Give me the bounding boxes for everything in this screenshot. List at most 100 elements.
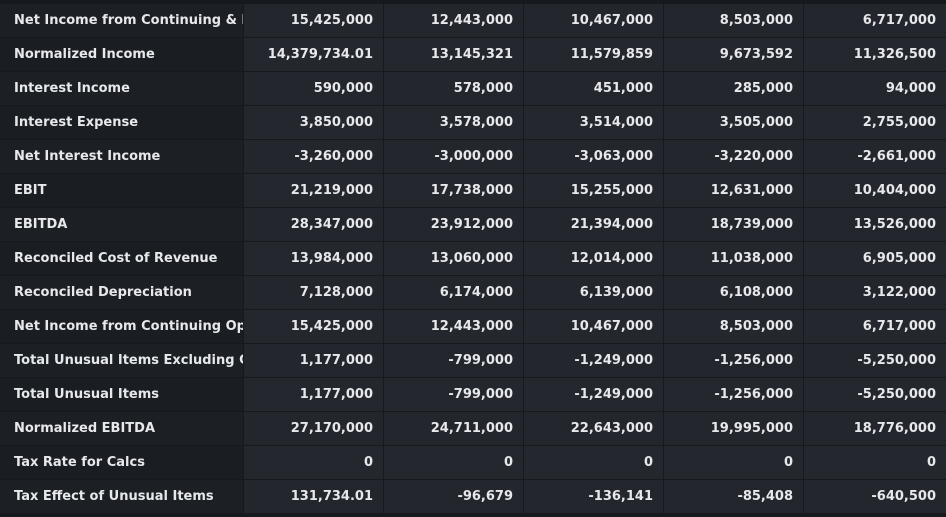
row-label: Interest Expense xyxy=(0,106,244,139)
value-cell: 12,443,000 xyxy=(384,310,524,343)
value-cell: 13,145,321 xyxy=(384,38,524,71)
value-cell: -96,679 xyxy=(384,480,524,513)
value-cell: 9,673,592 xyxy=(664,38,804,71)
value-cell: -85,408 xyxy=(664,480,804,513)
row-label: Reconciled Cost of Revenue xyxy=(0,242,244,275)
value-cell: 11,038,000 xyxy=(664,242,804,275)
value-cell: -1,256,000 xyxy=(664,378,804,411)
value-cell: 7,128,000 xyxy=(244,276,384,309)
value-cell: 3,122,000 xyxy=(804,276,946,309)
row-label: Net Interest Income xyxy=(0,140,244,173)
row-label: EBITDA xyxy=(0,208,244,241)
value-cell: 14,379,734.01 xyxy=(244,38,384,71)
value-cell: 0 xyxy=(384,446,524,479)
value-cell: 15,255,000 xyxy=(524,174,664,207)
value-cell: 15,425,000 xyxy=(244,310,384,343)
value-cell: 18,739,000 xyxy=(664,208,804,241)
value-cell: 3,850,000 xyxy=(244,106,384,139)
value-cell: 6,905,000 xyxy=(804,242,946,275)
table-row: Tax Rate for Calcs 0 0 0 0 0 xyxy=(0,446,946,480)
value-cell: 131,734.01 xyxy=(244,480,384,513)
value-cell: -799,000 xyxy=(384,378,524,411)
table-row: Reconciled Cost of Revenue 13,984,000 13,0… xyxy=(0,242,946,276)
table-row: Total Unusual Items 1,177,000 -799,000 -1,2… xyxy=(0,378,946,412)
value-cell: 18,776,000 xyxy=(804,412,946,445)
row-label: Tax Rate for Calcs xyxy=(0,446,244,479)
value-cell: 19,995,000 xyxy=(664,412,804,445)
value-cell: 10,404,000 xyxy=(804,174,946,207)
value-cell: 12,443,000 xyxy=(384,4,524,37)
value-cell: 590,000 xyxy=(244,72,384,105)
value-cell: -5,250,000 xyxy=(804,344,946,377)
value-cell: 21,219,000 xyxy=(244,174,384,207)
value-cell: 0 xyxy=(664,446,804,479)
value-cell: -2,661,000 xyxy=(804,140,946,173)
value-cell: -1,249,000 xyxy=(524,378,664,411)
value-cell: 13,984,000 xyxy=(244,242,384,275)
row-label: Normalized Income xyxy=(0,38,244,71)
row-label: EBIT xyxy=(0,174,244,207)
value-cell: 22,643,000 xyxy=(524,412,664,445)
value-cell: 451,000 xyxy=(524,72,664,105)
value-cell: -3,063,000 xyxy=(524,140,664,173)
value-cell: 12,014,000 xyxy=(524,242,664,275)
row-label: Interest Income xyxy=(0,72,244,105)
value-cell: 28,347,000 xyxy=(244,208,384,241)
value-cell: 0 xyxy=(244,446,384,479)
value-cell: -5,250,000 xyxy=(804,378,946,411)
value-cell: 0 xyxy=(804,446,946,479)
value-cell: -3,260,000 xyxy=(244,140,384,173)
value-cell: -799,000 xyxy=(384,344,524,377)
value-cell: 23,912,000 xyxy=(384,208,524,241)
row-label: Total Unusual Items xyxy=(0,378,244,411)
row-label: Total Unusual Items Excluding G... xyxy=(0,344,244,377)
value-cell: 17,738,000 xyxy=(384,174,524,207)
value-cell: 11,326,500 xyxy=(804,38,946,71)
table-row: EBIT 21,219,000 17,738,000 15,255,000 12,631… xyxy=(0,174,946,208)
table-row: Net Income from Continuing & D... 15,425,… xyxy=(0,4,946,38)
table-row: Interest Expense 3,850,000 3,578,000 3,514,… xyxy=(0,106,946,140)
value-cell: -1,256,000 xyxy=(664,344,804,377)
value-cell: 6,174,000 xyxy=(384,276,524,309)
table-row: Normalized Income 14,379,734.01 13,145,321… xyxy=(0,38,946,72)
table-row: Tax Effect of Unusual Items 131,734.01 -96… xyxy=(0,480,946,514)
value-cell: 578,000 xyxy=(384,72,524,105)
value-cell: 94,000 xyxy=(804,72,946,105)
value-cell: 285,000 xyxy=(664,72,804,105)
financial-data-table: Net Income from Continuing & D... 15,425,… xyxy=(0,4,946,514)
value-cell: 13,526,000 xyxy=(804,208,946,241)
value-cell: 27,170,000 xyxy=(244,412,384,445)
row-label: Reconciled Depreciation xyxy=(0,276,244,309)
value-cell: 1,177,000 xyxy=(244,378,384,411)
value-cell: 21,394,000 xyxy=(524,208,664,241)
value-cell: 6,139,000 xyxy=(524,276,664,309)
value-cell: -3,000,000 xyxy=(384,140,524,173)
table-row: Interest Income 590,000 578,000 451,000 285,… xyxy=(0,72,946,106)
value-cell: 3,505,000 xyxy=(664,106,804,139)
row-label: Net Income from Continuing Op... xyxy=(0,310,244,343)
row-label: Net Income from Continuing & D... xyxy=(0,4,244,37)
value-cell: -3,220,000 xyxy=(664,140,804,173)
table-row: Net Income from Continuing Op... 15,425,0… xyxy=(0,310,946,344)
value-cell: -136,141 xyxy=(524,480,664,513)
value-cell: 10,467,000 xyxy=(524,310,664,343)
value-cell: 6,717,000 xyxy=(804,4,946,37)
value-cell: 24,711,000 xyxy=(384,412,524,445)
value-cell: 6,108,000 xyxy=(664,276,804,309)
value-cell: -640,500 xyxy=(804,480,946,513)
row-label: Normalized EBITDA xyxy=(0,412,244,445)
table-row: Normalized EBITDA 27,170,000 24,711,000 22,… xyxy=(0,412,946,446)
value-cell: 6,717,000 xyxy=(804,310,946,343)
table-row: Total Unusual Items Excluding G... 1,177,… xyxy=(0,344,946,378)
value-cell: 2,755,000 xyxy=(804,106,946,139)
value-cell: 8,503,000 xyxy=(664,310,804,343)
table-row: EBITDA 28,347,000 23,912,000 21,394,000 18,7… xyxy=(0,208,946,242)
value-cell: 13,060,000 xyxy=(384,242,524,275)
value-cell: 8,503,000 xyxy=(664,4,804,37)
value-cell: -1,249,000 xyxy=(524,344,664,377)
value-cell: 1,177,000 xyxy=(244,344,384,377)
value-cell: 3,578,000 xyxy=(384,106,524,139)
value-cell: 11,579,859 xyxy=(524,38,664,71)
value-cell: 0 xyxy=(524,446,664,479)
value-cell: 12,631,000 xyxy=(664,174,804,207)
